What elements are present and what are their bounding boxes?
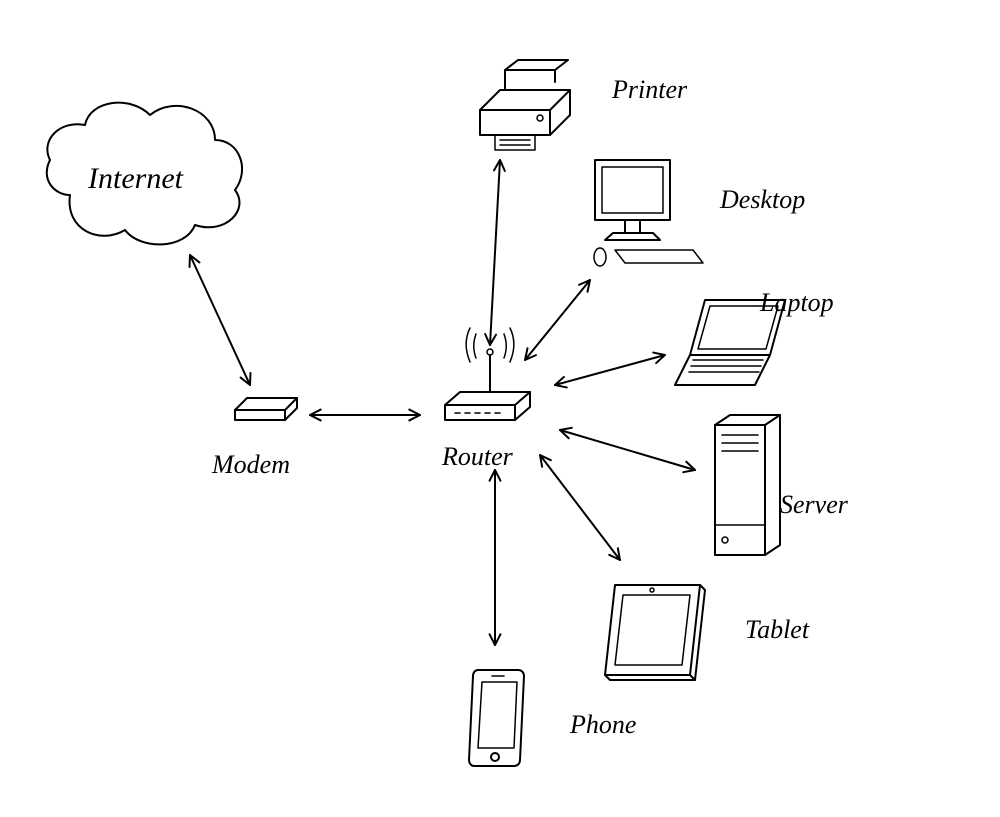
printer-icon: [480, 60, 570, 150]
edge-router-tablet: [540, 455, 620, 560]
laptop-label: Laptop: [760, 288, 834, 318]
router-label: Router: [442, 442, 513, 472]
edge-router-laptop: [555, 355, 665, 385]
edge-router-server: [560, 430, 695, 470]
tablet-icon: [605, 585, 705, 680]
edge-router-desktop: [525, 280, 590, 360]
desktop-label: Desktop: [720, 185, 805, 215]
edge-internet-modem: [190, 255, 250, 385]
modem-label: Modem: [212, 450, 290, 480]
printer-label: Printer: [612, 75, 687, 105]
edge-router-printer: [490, 160, 500, 345]
tablet-label: Tablet: [745, 615, 809, 645]
desktop-icon: [594, 160, 703, 266]
network-diagram: { "diagram": { "type": "network", "backg…: [0, 0, 1000, 817]
phone-label: Phone: [570, 710, 636, 740]
server-icon: [715, 415, 780, 555]
internet-label: Internet: [88, 162, 183, 196]
phone-icon: [469, 670, 524, 766]
modem-icon: [235, 398, 297, 420]
diagram-svg: [0, 0, 1000, 817]
server-label: Server: [780, 490, 848, 520]
